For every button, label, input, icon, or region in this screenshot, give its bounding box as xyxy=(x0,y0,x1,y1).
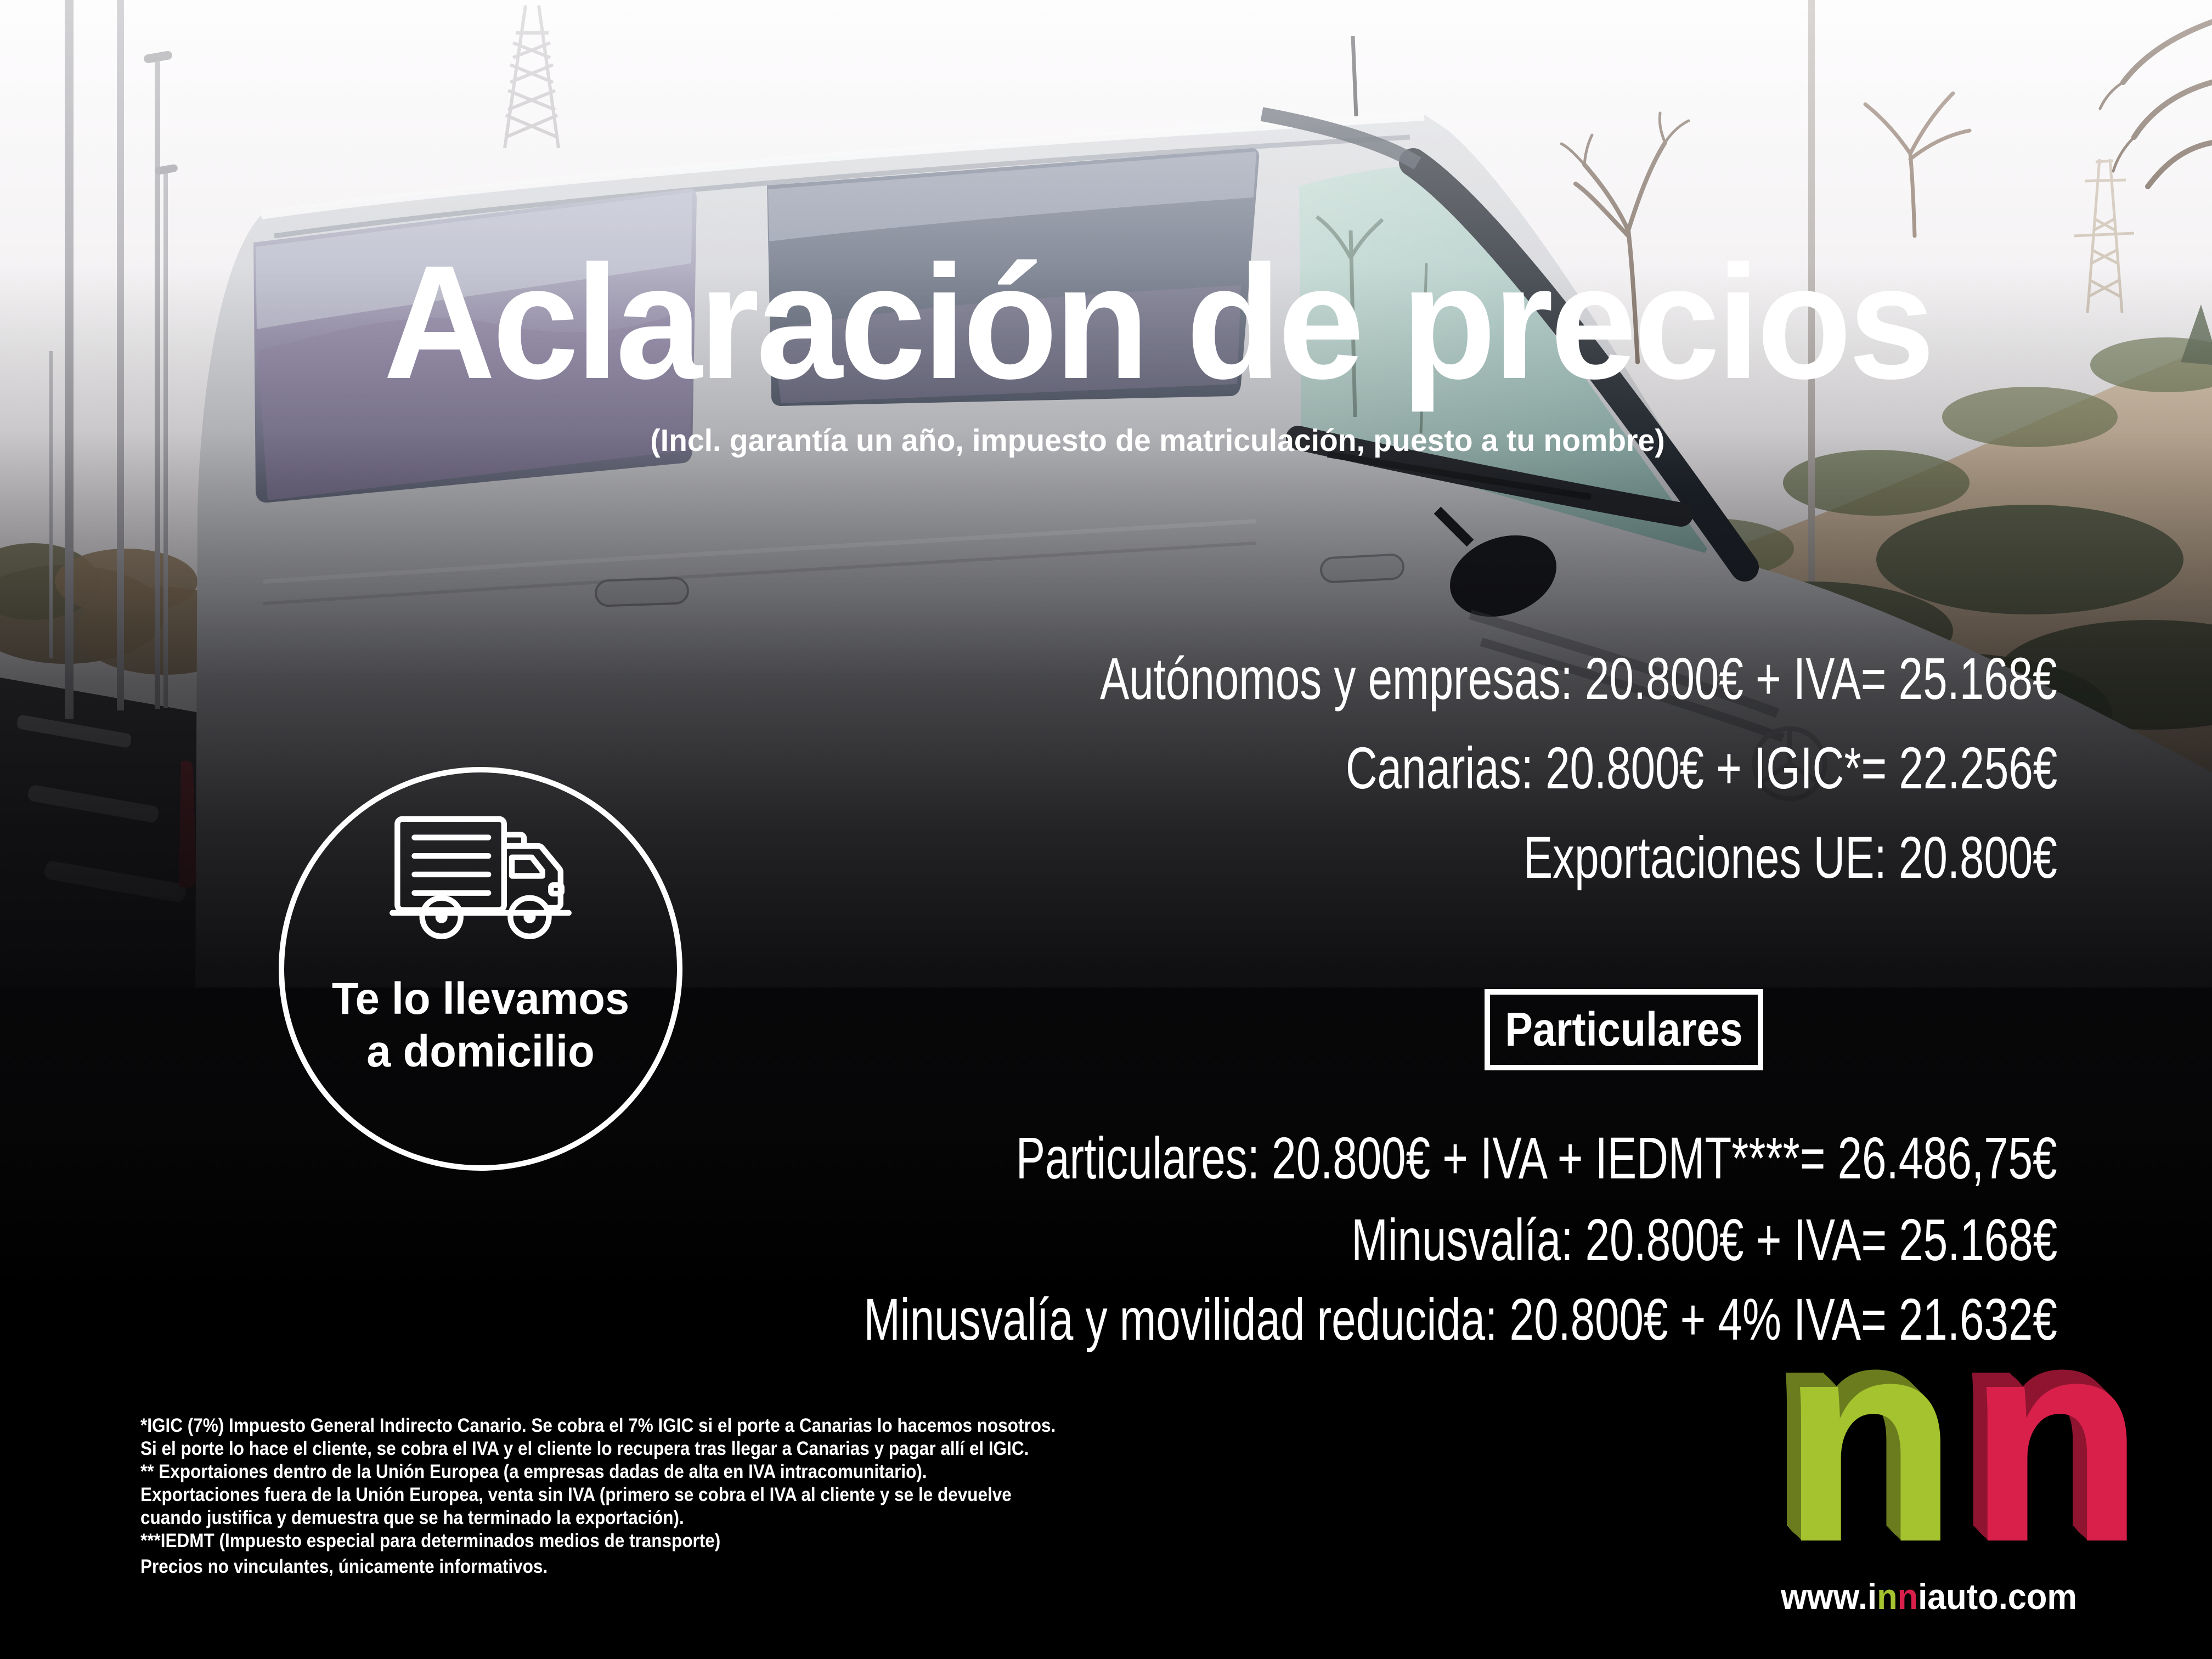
price-line-exportaciones-ue: Exportaciones UE: 20.800€ xyxy=(1523,824,2057,890)
footnotes: *IGIC (7%) Impuesto General Indirecto Ca… xyxy=(140,1414,1158,1553)
footnote-igic-1: *IGIC (7%) Impuesto General Indirecto Ca… xyxy=(140,1415,1056,1436)
website-part-n-green: n xyxy=(1877,1576,1898,1617)
website-part: iauto.com xyxy=(1918,1576,2077,1617)
price-line-minusvalia: Minusvalía: 20.800€ + IVA= 25.168€ xyxy=(1351,1206,2057,1273)
website-url: www.inniauto.com xyxy=(1781,1576,2077,1617)
particulares-box: Particulares xyxy=(1485,989,1763,1070)
delivery-badge: Te lo llevamos a domicilio xyxy=(279,767,682,1171)
logo-letter-n-green: n xyxy=(1781,1278,1959,1602)
brand-logo: nn xyxy=(1781,1295,2145,1585)
page-title: Aclaración de precios xyxy=(383,232,1935,413)
footnote-exportaciones-3: cuando justifica y demuestra que se ha t… xyxy=(140,1507,684,1528)
price-line-canarias: Canarias: 20.800€ + IGIC*= 22.256€ xyxy=(1345,735,2057,801)
price-line-minusvalia-movilidad: Minusvalía y movilidad reducida: 20.800€… xyxy=(864,1286,2057,1352)
disclaimer: Precios no vinculantes, únicamente infor… xyxy=(140,1556,548,1577)
website-part: www.i xyxy=(1781,1576,1877,1617)
badge-text-line1: Te lo llevamos xyxy=(331,974,630,1024)
footnote-iedmt: ***IEDMT (Impuesto especial para determi… xyxy=(140,1530,721,1551)
footnote-igic-2: Si el porte lo hace el cliente, se cobra… xyxy=(140,1438,1029,1459)
website-part-n-red: n xyxy=(1897,1576,1918,1617)
subtitle: (Incl. garantía un año, impuesto de matr… xyxy=(650,423,1665,458)
badge-text-line2: a domicilio xyxy=(366,1026,595,1076)
footnote-exportaciones-1: ** Exportaiones dentro de la Unión Europ… xyxy=(140,1461,927,1482)
price-line-particulares: Particulares: 20.800€ + IVA + IEDMT****=… xyxy=(1016,1125,2057,1191)
logo-letter-n-red: n xyxy=(1967,1278,2145,1602)
delivery-truck-icon xyxy=(390,816,572,939)
price-line-autonomos-empresas: Autónomos y empresas: 20.800€ + IVA= 25.… xyxy=(1100,645,2057,712)
particulares-label: Particulares xyxy=(1505,1003,1743,1056)
footnote-exportaciones-2: Exportaciones fuera de la Unión Europea,… xyxy=(140,1484,1012,1505)
